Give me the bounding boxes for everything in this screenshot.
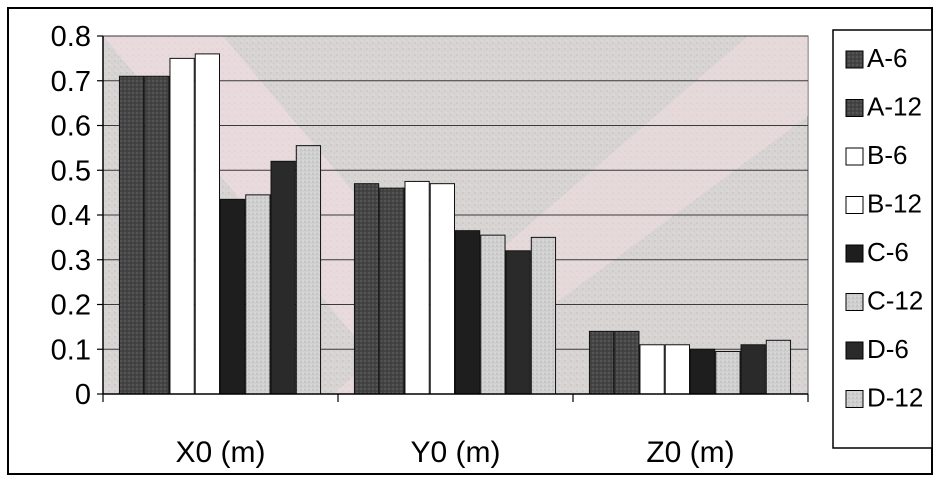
bar-C-12-2 — [715, 350, 741, 395]
bar-A-12-2 — [614, 330, 640, 395]
legend-label: D-6 — [867, 334, 909, 364]
legend: A-6 A-12 B-6 B-12 C-6 C-12 D-6 D-12 — [845, 43, 923, 413]
legend-swatch — [845, 244, 864, 263]
bar-B-12-0 — [194, 53, 221, 395]
x-tick-label: Z0 (m) — [646, 436, 734, 469]
bar-C-6-2 — [690, 348, 716, 395]
bars-group — [118, 53, 792, 395]
legend-swatch — [845, 293, 864, 311]
y-tick-label: 0.3 — [51, 245, 91, 277]
legend-label: D-12 — [867, 383, 923, 413]
y-tick-label: 0.6 — [51, 111, 91, 143]
bar-A-6-2 — [588, 330, 615, 395]
axes — [97, 35, 809, 402]
legend-label: C-6 — [867, 237, 909, 267]
x-tick-label: Y0 (m) — [411, 436, 501, 469]
bar-A-12-0 — [144, 75, 170, 395]
bar-D-12-1 — [530, 236, 557, 395]
bar-D-12-0 — [295, 145, 322, 395]
legend-swatch — [845, 390, 864, 408]
legend-swatch — [845, 196, 864, 214]
y-tick-label: 0.7 — [51, 66, 91, 98]
legend-label: B-12 — [867, 189, 922, 219]
y-tick-label: 0.1 — [51, 334, 91, 366]
y-tick-label: 0.5 — [51, 155, 91, 187]
bar-D-6-0 — [270, 160, 296, 395]
bar-B-6-2 — [639, 344, 665, 395]
bar-A-6-0 — [118, 75, 145, 395]
bar-B-6-1 — [404, 180, 430, 395]
bar-C-6-1 — [455, 230, 481, 395]
bar-A-6-1 — [353, 183, 380, 395]
legend-label: A-6 — [867, 43, 907, 73]
bar-C-6-0 — [220, 198, 246, 395]
y-tick-labels: 0 0.1 0.2 0.3 0.4 0.5 0.6 0.7 0.8 — [51, 21, 91, 411]
legend-label: A-12 — [867, 92, 922, 122]
legend-label: C-12 — [867, 286, 923, 316]
bar-C-12-1 — [480, 234, 506, 395]
bar-B-12-2 — [664, 344, 690, 395]
legend-label: B-6 — [867, 140, 907, 170]
y-tick-label: 0 — [75, 379, 91, 411]
legend-swatch — [845, 341, 864, 360]
bar-D-12-2 — [765, 339, 792, 395]
bar-D-6-2 — [740, 344, 766, 395]
bar-B-12-1 — [429, 183, 455, 395]
bar-B-6-0 — [169, 57, 195, 395]
bar-A-12-1 — [379, 187, 405, 395]
legend-swatch — [845, 50, 864, 69]
y-tick-label: 0.4 — [51, 200, 91, 232]
legend-swatch — [845, 99, 864, 117]
y-tick-label: 0.8 — [51, 21, 91, 53]
bar-C-12-0 — [245, 194, 271, 395]
bar-D-6-1 — [505, 250, 531, 395]
y-tick-label: 0.2 — [51, 290, 91, 322]
legend-swatch — [845, 147, 864, 166]
x-tick-label: X0 (m) — [176, 436, 266, 469]
x-tick-labels: X0 (m) Y0 (m) Z0 (m) — [176, 436, 735, 469]
